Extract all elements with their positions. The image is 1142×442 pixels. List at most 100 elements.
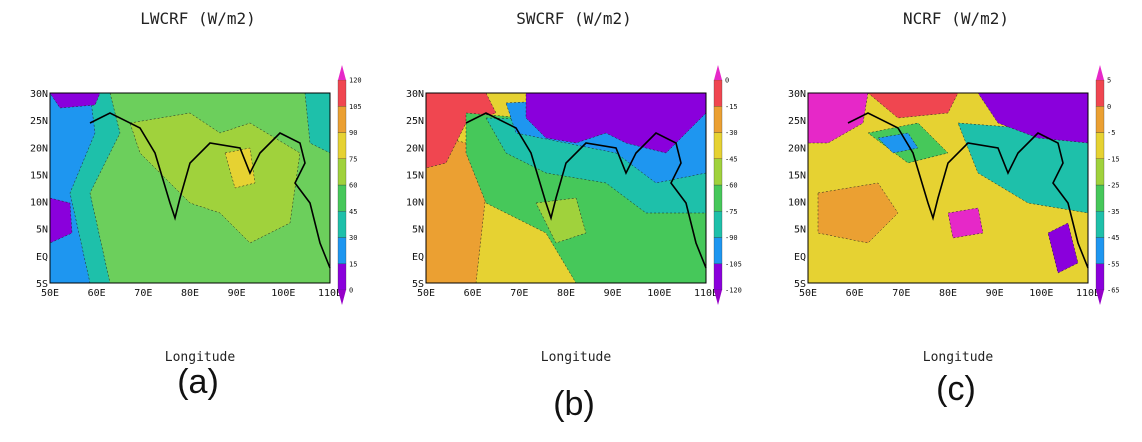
y-tick-label: 5S <box>412 279 424 290</box>
colorbar-label: -35 <box>1107 208 1120 216</box>
colorbar-segment <box>1095 211 1105 238</box>
colorbar-label: -55 <box>1107 260 1120 268</box>
coastline <box>89 112 331 269</box>
colorbar-extend-high <box>338 65 346 80</box>
colorbar-label: 90 <box>349 129 357 137</box>
colorbar-extend-high <box>1096 65 1104 80</box>
field-region <box>877 132 919 154</box>
map-frame <box>49 92 331 284</box>
map-frame <box>425 92 707 284</box>
colorbar-segment <box>713 132 723 159</box>
field-region <box>817 182 899 244</box>
x-tick-label: 100E <box>647 288 671 299</box>
x-tick-label: 100E <box>1029 288 1053 299</box>
colorbar-label: -75 <box>725 208 738 216</box>
y-tick-label: EQ <box>794 252 806 263</box>
colorbar-segment <box>1095 132 1105 159</box>
y-tick-label: 30N <box>30 89 48 100</box>
colorbar-label: 5 <box>1107 77 1111 85</box>
colorbar-label: 105 <box>349 103 362 111</box>
x-tick-label: 110E <box>1076 288 1100 299</box>
colorbar-segment <box>1095 158 1105 186</box>
colorbar-label: 0 <box>1107 103 1111 111</box>
colorbar-extend-high <box>714 65 722 80</box>
y-tick-label: 5N <box>412 225 424 236</box>
colorbar-extend-low <box>714 290 722 305</box>
field-region <box>1047 222 1079 274</box>
colorbar-label: 15 <box>349 260 357 268</box>
y-tick-label: 30N <box>406 89 424 100</box>
x-tick-label: 50E <box>799 288 817 299</box>
colorbar-segment <box>337 237 347 264</box>
x-axis-label: Longitude <box>165 350 236 365</box>
panel-caption: (b) <box>553 385 595 423</box>
colorbar-segment <box>713 158 723 186</box>
colorbar-segment <box>337 158 347 186</box>
colorbar-label: -5 <box>1107 129 1115 137</box>
colorbar-segment <box>1095 184 1105 212</box>
coastline <box>465 112 707 269</box>
y-tick-label: 5N <box>36 225 48 236</box>
x-tick-label: 50E <box>41 288 59 299</box>
colorbar-label: 45 <box>349 208 357 216</box>
x-tick-label: 70E <box>510 288 528 299</box>
colorbar-label: -30 <box>725 129 738 137</box>
y-tick-label: 25N <box>406 116 424 127</box>
colorbar-label: 0 <box>725 77 729 85</box>
y-tick-label: 25N <box>30 116 48 127</box>
y-tick-label: 30N <box>788 89 806 100</box>
colorbar-label: 120 <box>349 77 362 85</box>
y-tick-label: 5S <box>36 279 48 290</box>
panel-caption: (c) <box>936 370 976 408</box>
y-tick-label: EQ <box>36 252 48 263</box>
y-tick-label: 15N <box>406 170 424 181</box>
x-tick-label: 80E <box>939 288 957 299</box>
colorbar-label: -65 <box>1107 287 1120 295</box>
x-tick-label: 110E <box>694 288 718 299</box>
field-region <box>129 112 301 244</box>
y-tick-label: 10N <box>30 198 48 209</box>
y-tick-label: 10N <box>788 198 806 209</box>
colorbar-segment <box>1095 263 1105 291</box>
x-tick-label: 70E <box>892 288 910 299</box>
colorbar-segment <box>1095 237 1105 264</box>
y-tick-label: 20N <box>30 143 48 154</box>
panel-caption: (a) <box>177 363 219 401</box>
colorbar-label: -105 <box>725 260 742 268</box>
x-tick-label: 60E <box>88 288 106 299</box>
x-tick-label: 50E <box>417 288 435 299</box>
y-tick-label: 5N <box>794 225 806 236</box>
colorbar-segment <box>337 132 347 159</box>
x-tick-label: 90E <box>986 288 1004 299</box>
field-region <box>977 92 1089 144</box>
y-tick-label: 10N <box>406 198 424 209</box>
colorbar-label: 0 <box>349 287 353 295</box>
field-region <box>947 207 984 239</box>
colorbar-segment <box>1095 106 1105 133</box>
x-tick-label: 60E <box>464 288 482 299</box>
x-tick-label: 100E <box>271 288 295 299</box>
colorbar-label: -45 <box>1107 234 1120 242</box>
x-tick-label: 60E <box>846 288 864 299</box>
colorbar-segment <box>1095 79 1105 107</box>
colorbar-label: -15 <box>1107 155 1120 163</box>
y-tick-label: EQ <box>412 252 424 263</box>
colorbar-segment <box>337 263 347 291</box>
colorbar-segment <box>337 211 347 238</box>
field-region <box>224 147 256 189</box>
y-tick-label: 25N <box>788 116 806 127</box>
x-tick-label: 80E <box>557 288 575 299</box>
y-tick-label: 15N <box>30 170 48 181</box>
colorbar-label: -120 <box>725 287 742 295</box>
colorbar-label: -60 <box>725 182 738 190</box>
coastline <box>847 112 1089 269</box>
panel-title: LWCRF (W/m2) <box>140 9 256 28</box>
x-tick-label: 90E <box>228 288 246 299</box>
colorbar-segment <box>713 237 723 264</box>
y-tick-label: 20N <box>406 143 424 154</box>
x-axis-label: Longitude <box>923 350 994 365</box>
colorbar-extend-low <box>1096 290 1104 305</box>
y-tick-label: 15N <box>788 170 806 181</box>
